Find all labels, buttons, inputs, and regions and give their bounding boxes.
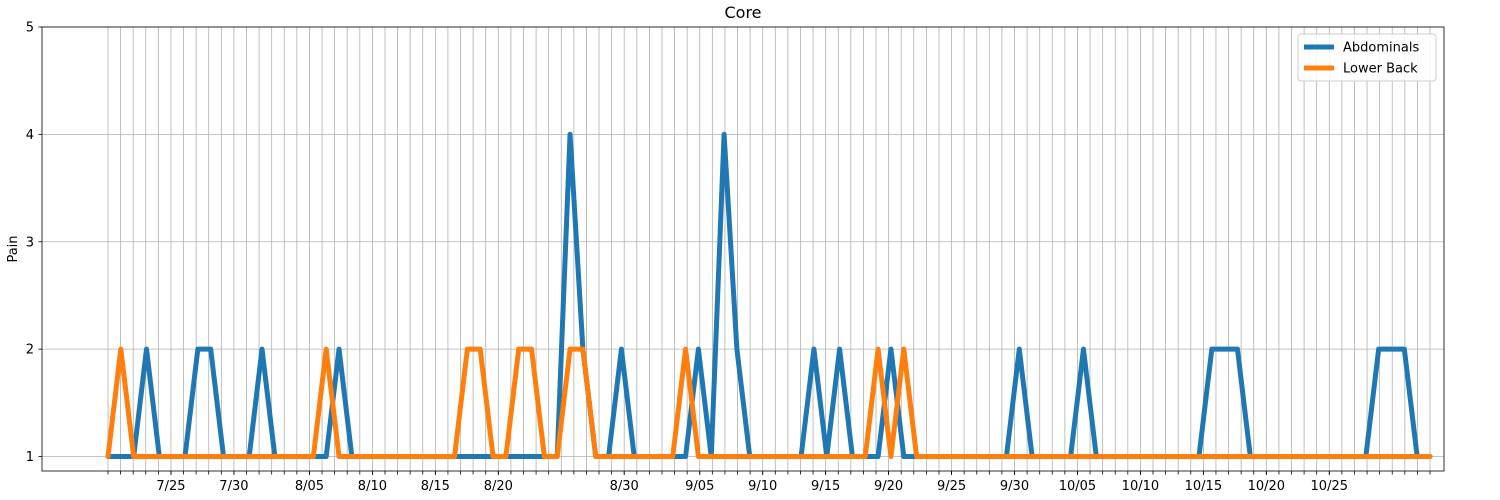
y-tick-label: 1 [26, 450, 34, 465]
x-tick-label: 8/30 [610, 479, 639, 494]
plot-frame [41, 26, 1445, 472]
x-tick-label: 10/05 [1059, 479, 1096, 494]
series-lines [105, 131, 1433, 459]
x-tick-label: 9/20 [874, 479, 903, 494]
x-tick-label: 8/20 [484, 479, 513, 494]
legend-label: Lower Back [1343, 62, 1418, 77]
x-tick-label: 10/25 [1311, 479, 1348, 494]
y-tick-label: 4 [26, 128, 34, 143]
y-tick-label: 5 [26, 21, 34, 36]
x-tick-label: 9/15 [811, 479, 840, 494]
x-tick-label: 9/05 [685, 479, 714, 494]
series-line-abdominals [105, 131, 1433, 459]
chart-title: Core [724, 3, 761, 22]
x-tick-label: 8/10 [358, 479, 387, 494]
x-tick-label: 8/15 [421, 479, 450, 494]
series-line-lower-back [105, 346, 1433, 459]
x-tick-label: 10/10 [1122, 479, 1159, 494]
x-tick-label: 9/30 [1000, 479, 1029, 494]
y-tick-label: 3 [26, 235, 34, 250]
axes: 1 2 3 4 5 7/25 7/30 8/05 8/10 8/15 8/20 8/30 9/05 9/1… [26, 21, 1445, 494]
y-tick-label: 2 [26, 343, 34, 358]
x-tick-label: 9/10 [748, 479, 777, 494]
x-tick-label: 10/20 [1248, 479, 1285, 494]
y-axis-label: Pain [6, 235, 21, 262]
x-tick-label: 9/25 [937, 479, 966, 494]
x-tick-label: 7/30 [219, 479, 248, 494]
legend: Abdominals Lower Back [1297, 33, 1437, 82]
x-tick-label: 7/25 [156, 479, 185, 494]
legend-label: Abdominals [1343, 41, 1419, 56]
x-tick-label: 8/05 [295, 479, 324, 494]
x-tick-label: 10/15 [1185, 479, 1222, 494]
